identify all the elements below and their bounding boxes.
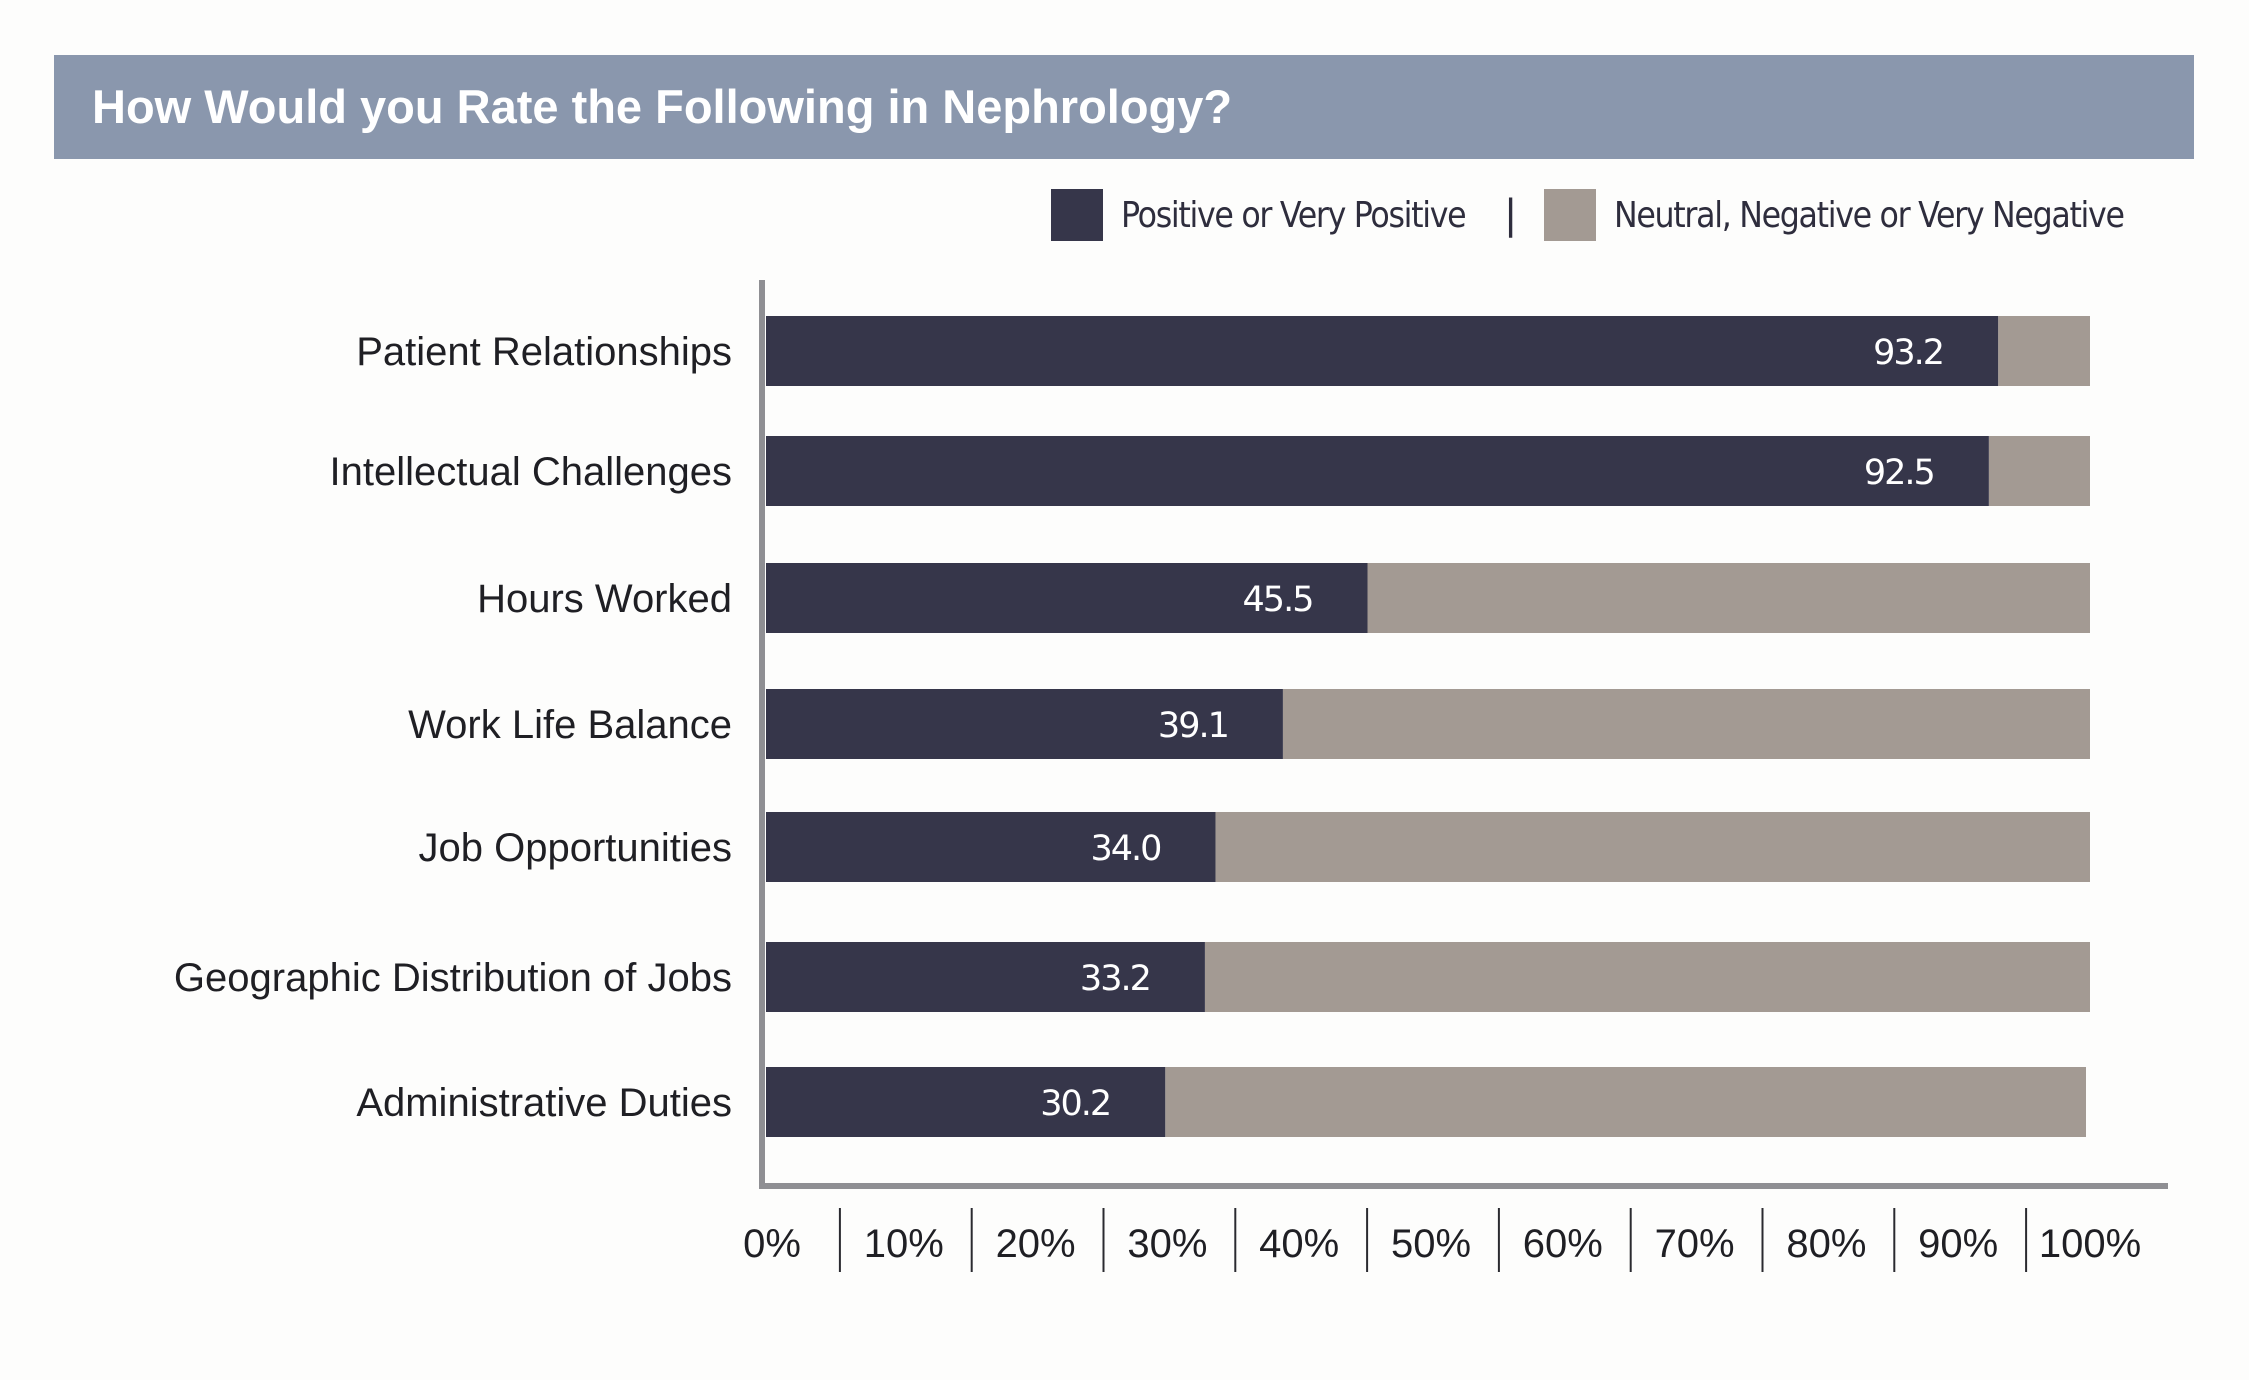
legend-swatch-positive	[1050, 189, 1103, 241]
bar-positive-hours-worked	[766, 563, 1368, 633]
bar-negative-work-life-balance	[1282, 689, 2090, 759]
x-tick-label-7: 70%	[1655, 1222, 1735, 1266]
bars-layer: 93.2 92.5 45.5 39.1 34.0 33.2 30.2	[766, 316, 2090, 1137]
x-tick-label-5: 50%	[1391, 1222, 1471, 1266]
bar-positive-administrative-duties	[766, 1067, 1166, 1137]
category-label-work-life-balance: Work Life Balance	[408, 703, 732, 747]
value-label-administrative-duties: 30.2	[1040, 1084, 1110, 1124]
value-label-intellectual-challenges: 92.5	[1864, 453, 1934, 493]
legend-swatch-negative	[1543, 189, 1596, 241]
chart-title: How Would you Rate the Following in Neph…	[92, 80, 1233, 133]
legend-separator: |	[1503, 192, 1517, 238]
bar-negative-geographic-distribution-of-jobs	[1204, 942, 2090, 1012]
value-label-job-opportunities: 34.0	[1091, 829, 1161, 869]
bar-positive-geographic-distribution-of-jobs	[766, 942, 1205, 1012]
title-bar: How Would you Rate the Following in Neph…	[54, 55, 2194, 159]
x-tick-label-0: 0%	[743, 1222, 801, 1266]
value-label-patient-relationships: 93.2	[1873, 333, 1943, 373]
value-label-work-life-balance: 39.1	[1158, 706, 1228, 746]
x-tick-label-6: 60%	[1523, 1222, 1603, 1266]
bar-positive-patient-relationships	[766, 316, 1999, 386]
bar-negative-intellectual-challenges	[1988, 436, 2090, 506]
legend: Positive or Very Positive | Neutral, Neg…	[1050, 188, 2193, 242]
category-label-job-opportunities: Job Opportunities	[418, 826, 732, 870]
x-tick-label-1: 10%	[864, 1222, 944, 1266]
bar-negative-administrative-duties	[1165, 1067, 2086, 1137]
x-tick-label-3: 30%	[1127, 1222, 1207, 1266]
x-axis: 0% 10% 20% 30% 40% 50% 60% 70% 80% 90% 100%	[743, 280, 2168, 1272]
value-label-hours-worked: 45.5	[1243, 580, 1313, 620]
bar-negative-hours-worked	[1367, 563, 2090, 633]
bar-negative-patient-relationships	[1998, 316, 2090, 386]
x-tick-label-4: 40%	[1259, 1222, 1339, 1266]
legend-item-positive: Positive or Very Positive	[1050, 189, 1512, 241]
value-label-geographic-distribution-of-jobs: 33.2	[1080, 959, 1150, 999]
category-label-intellectual-challenges: Intellectual Challenges	[330, 450, 732, 494]
x-tick-label-8: 80%	[1786, 1222, 1866, 1266]
x-tick-label-9: 90%	[1918, 1222, 1998, 1266]
legend-item-negative: Neutral, Negative or Very Negative	[1543, 189, 2193, 241]
x-tick-label-10: 100%	[2039, 1222, 2141, 1266]
category-labels: Patient Relationships Intellectual Challe…	[174, 330, 732, 1125]
legend-label-negative: Neutral, Negative or Very Negative	[1613, 194, 2125, 236]
bar-negative-job-opportunities	[1215, 812, 2090, 882]
category-label-patient-relationships: Patient Relationships	[356, 330, 732, 374]
category-label-administrative-duties: Administrative Duties	[356, 1081, 732, 1125]
category-label-hours-worked: Hours Worked	[477, 577, 732, 621]
category-label-geographic-distribution-of-jobs: Geographic Distribution of Jobs	[174, 956, 732, 1000]
bar-positive-job-opportunities	[766, 812, 1216, 882]
x-tick-label-2: 20%	[996, 1222, 1076, 1266]
bar-positive-work-life-balance	[766, 689, 1283, 759]
legend-label-positive: Positive or Very Positive	[1120, 194, 1467, 236]
bar-positive-intellectual-challenges	[766, 436, 1989, 506]
